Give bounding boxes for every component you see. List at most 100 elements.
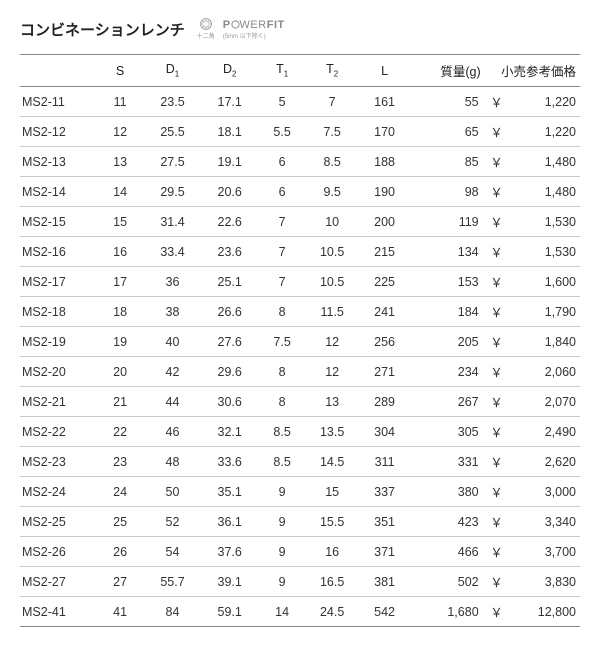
cell-mass: 98 xyxy=(411,177,485,207)
cell-currency: ￥ xyxy=(485,327,509,357)
cell-d2: 20.6 xyxy=(201,177,258,207)
cell-t1: 7.5 xyxy=(258,327,306,357)
cell-t1: 8.5 xyxy=(258,447,306,477)
table-row: MS2-131327.519.168.518885￥1,480 xyxy=(20,147,580,177)
table-row: MS2-19194027.67.512256205￥1,840 xyxy=(20,327,580,357)
col-header-code xyxy=(20,55,96,87)
cell-mass: 134 xyxy=(411,237,485,267)
cell-s: 17 xyxy=(96,267,144,297)
col-header-t1: T1 xyxy=(258,55,306,87)
cell-l: 351 xyxy=(358,507,410,537)
cell-d1: 23.5 xyxy=(144,87,201,117)
cell-l: 337 xyxy=(358,477,410,507)
cell-currency: ￥ xyxy=(485,387,509,417)
brand-label: PWERFIT xyxy=(223,19,285,31)
cell-currency: ￥ xyxy=(485,537,509,567)
cell-l: 271 xyxy=(358,357,410,387)
cell-price: 1,480 xyxy=(508,177,580,207)
cell-price: 2,490 xyxy=(508,417,580,447)
spec-table: S D1 D2 T1 T2 L 質量(g) 小売参考価格 MS2-111123.… xyxy=(20,54,580,627)
cell-l: 161 xyxy=(358,87,410,117)
cell-s: 23 xyxy=(96,447,144,477)
cell-mass: 85 xyxy=(411,147,485,177)
cell-d2: 17.1 xyxy=(201,87,258,117)
cell-t1: 8 xyxy=(258,387,306,417)
cell-mass: 1,680 xyxy=(411,597,485,627)
page-title: コンビネーションレンチ xyxy=(20,19,185,40)
cell-code: MS2-20 xyxy=(20,357,96,387)
cell-d2: 26.6 xyxy=(201,297,258,327)
cell-l: 381 xyxy=(358,567,410,597)
cell-code: MS2-22 xyxy=(20,417,96,447)
col-header-d1: D1 xyxy=(144,55,201,87)
table-row: MS2-20204229.6812271234￥2,060 xyxy=(20,357,580,387)
cell-d1: 25.5 xyxy=(144,117,201,147)
cell-code: MS2-18 xyxy=(20,297,96,327)
cell-currency: ￥ xyxy=(485,177,509,207)
cell-d1: 54 xyxy=(144,537,201,567)
cell-d2: 19.1 xyxy=(201,147,258,177)
cell-t2: 10 xyxy=(306,207,358,237)
cell-t2: 7.5 xyxy=(306,117,358,147)
cell-price: 12,800 xyxy=(508,597,580,627)
cell-currency: ￥ xyxy=(485,207,509,237)
cell-d2: 30.6 xyxy=(201,387,258,417)
cell-currency: ￥ xyxy=(485,357,509,387)
cell-code: MS2-11 xyxy=(20,87,96,117)
cell-currency: ￥ xyxy=(485,507,509,537)
table-header-row: S D1 D2 T1 T2 L 質量(g) 小売参考価格 xyxy=(20,55,580,87)
table-row: MS2-21214430.6813289267￥2,070 xyxy=(20,387,580,417)
col-header-d2: D2 xyxy=(201,55,258,87)
cell-t2: 12 xyxy=(306,357,358,387)
cell-t2: 13 xyxy=(306,387,358,417)
cell-t1: 6 xyxy=(258,147,306,177)
cell-t2: 7 xyxy=(306,87,358,117)
brand-sub-label: (5mm 以下除く) xyxy=(223,31,266,40)
cell-code: MS2-25 xyxy=(20,507,96,537)
cell-mass: 153 xyxy=(411,267,485,297)
cell-l: 170 xyxy=(358,117,410,147)
cell-t1: 7 xyxy=(258,207,306,237)
cell-code: MS2-17 xyxy=(20,267,96,297)
cell-d1: 27.5 xyxy=(144,147,201,177)
cell-currency: ￥ xyxy=(485,117,509,147)
cell-d1: 50 xyxy=(144,477,201,507)
cell-s: 13 xyxy=(96,147,144,177)
table-row: MS2-141429.520.669.519098￥1,480 xyxy=(20,177,580,207)
cell-mass: 380 xyxy=(411,477,485,507)
cell-l: 256 xyxy=(358,327,410,357)
cell-mass: 119 xyxy=(411,207,485,237)
table-row: MS2-24245035.1915337380￥3,000 xyxy=(20,477,580,507)
cell-d2: 25.1 xyxy=(201,267,258,297)
cell-code: MS2-15 xyxy=(20,207,96,237)
cell-l: 225 xyxy=(358,267,410,297)
cell-s: 16 xyxy=(96,237,144,267)
cell-t2: 16.5 xyxy=(306,567,358,597)
cell-code: MS2-26 xyxy=(20,537,96,567)
cell-d2: 59.1 xyxy=(201,597,258,627)
col-header-s: S xyxy=(96,55,144,87)
cell-code: MS2-41 xyxy=(20,597,96,627)
cell-price: 2,060 xyxy=(508,357,580,387)
cell-s: 24 xyxy=(96,477,144,507)
cell-currency: ￥ xyxy=(485,267,509,297)
cell-mass: 466 xyxy=(411,537,485,567)
cell-t2: 10.5 xyxy=(306,267,358,297)
cell-t2: 12 xyxy=(306,327,358,357)
cell-price: 1,220 xyxy=(508,87,580,117)
cell-s: 15 xyxy=(96,207,144,237)
cell-price: 3,830 xyxy=(508,567,580,597)
cell-l: 200 xyxy=(358,207,410,237)
cell-code: MS2-27 xyxy=(20,567,96,597)
cell-l: 188 xyxy=(358,147,410,177)
table-row: MS2-111123.517.15716155￥1,220 xyxy=(20,87,580,117)
cell-s: 41 xyxy=(96,597,144,627)
cell-currency: ￥ xyxy=(485,417,509,447)
cell-d2: 23.6 xyxy=(201,237,258,267)
table-row: MS2-25255236.1915.5351423￥3,340 xyxy=(20,507,580,537)
cell-l: 542 xyxy=(358,597,410,627)
cell-price: 1,530 xyxy=(508,237,580,267)
cell-t1: 14 xyxy=(258,597,306,627)
cell-currency: ￥ xyxy=(485,297,509,327)
cell-s: 26 xyxy=(96,537,144,567)
